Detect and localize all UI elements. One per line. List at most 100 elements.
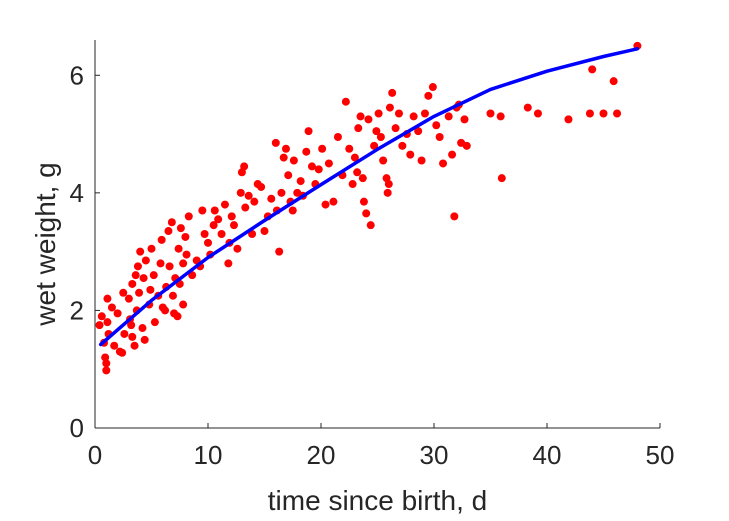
- data-point: [133, 262, 142, 271]
- data-point: [374, 109, 383, 118]
- data-point: [444, 112, 453, 121]
- data-point: [167, 218, 176, 227]
- data-point: [176, 224, 185, 233]
- data-point: [119, 288, 128, 297]
- data-point: [486, 109, 495, 118]
- data-point: [182, 250, 191, 259]
- data-point: [318, 144, 327, 153]
- data-point: [348, 180, 357, 189]
- data-point: [324, 159, 333, 168]
- data-point: [277, 188, 286, 197]
- data-point: [168, 291, 177, 300]
- data-point: [364, 115, 373, 124]
- x-tick-label: 0: [88, 440, 102, 470]
- data-point: [462, 141, 471, 150]
- data-point: [354, 124, 363, 133]
- data-point: [174, 244, 183, 253]
- data-point: [103, 294, 112, 303]
- data-point: [428, 83, 437, 92]
- data-point: [329, 197, 338, 206]
- data-point: [406, 150, 415, 159]
- data-point: [224, 259, 233, 268]
- data-point: [220, 200, 229, 209]
- data-point: [214, 215, 223, 224]
- data-point: [333, 133, 342, 141]
- data-point: [417, 156, 426, 165]
- data-point: [227, 212, 236, 221]
- data-point: [130, 341, 139, 350]
- x-axis-label: time since birth, d: [268, 485, 487, 516]
- data-point: [210, 206, 219, 215]
- data-point: [165, 262, 174, 271]
- data-point: [353, 168, 362, 177]
- data-point: [420, 109, 429, 118]
- data-point: [281, 144, 290, 153]
- y-tick-label: 4: [70, 178, 84, 208]
- data-point: [179, 300, 188, 309]
- data-point: [288, 206, 297, 215]
- data-point: [217, 230, 226, 238]
- data-point: [138, 324, 147, 333]
- data-point: [409, 112, 418, 121]
- data-point: [358, 174, 367, 183]
- data-point: [376, 133, 385, 141]
- data-point: [533, 109, 542, 118]
- data-point: [141, 256, 150, 265]
- data-point: [244, 191, 253, 200]
- data-point: [362, 209, 371, 218]
- data-point: [307, 162, 316, 171]
- data-point: [314, 165, 323, 174]
- data-point: [304, 127, 313, 136]
- data-point: [161, 306, 170, 315]
- data-point: [424, 91, 433, 100]
- data-point: [204, 238, 212, 247]
- data-point: [241, 203, 250, 212]
- data-point: [564, 115, 573, 124]
- data-point: [356, 112, 365, 121]
- data-point: [260, 227, 269, 236]
- data-point: [414, 127, 423, 136]
- data-point: [460, 115, 469, 124]
- data-point: [113, 309, 122, 318]
- data-point: [435, 133, 444, 141]
- data-points: [95, 41, 642, 375]
- data-point: [127, 321, 136, 330]
- data-point: [383, 188, 392, 197]
- x-ticks: 0 10 20 30 40 50: [88, 423, 674, 470]
- data-point: [284, 171, 293, 180]
- data-point: [110, 341, 119, 350]
- data-point: [448, 150, 457, 159]
- y-axis-label: wet weight, g: [30, 162, 61, 326]
- data-point: [271, 138, 280, 147]
- data-point: [184, 212, 193, 221]
- y-tick-label: 6: [70, 60, 84, 90]
- data-point: [388, 88, 397, 97]
- data-point: [150, 318, 159, 327]
- data-point: [302, 147, 311, 156]
- data-point: [128, 332, 137, 341]
- data-point: [497, 174, 506, 183]
- data-point: [147, 244, 156, 253]
- data-point: [173, 312, 182, 321]
- data-point: [391, 124, 400, 133]
- data-point: [146, 285, 155, 294]
- data-point: [341, 97, 350, 106]
- data-point: [139, 274, 148, 283]
- data-point: [233, 244, 242, 253]
- y-tick-label: 2: [70, 295, 84, 325]
- data-point: [379, 156, 388, 165]
- data-point: [103, 318, 112, 327]
- data-point: [128, 279, 137, 288]
- data-point: [366, 221, 375, 230]
- data-point: [200, 230, 209, 238]
- data-point: [609, 77, 618, 86]
- data-point: [156, 259, 165, 268]
- data-point: [398, 141, 407, 150]
- data-point: [385, 103, 394, 112]
- data-point: [181, 232, 190, 241]
- data-point: [124, 294, 133, 303]
- data-point: [131, 271, 140, 280]
- y-ticks: 0 2 4 6: [70, 60, 100, 443]
- data-point: [136, 247, 145, 256]
- data-point: [275, 247, 284, 256]
